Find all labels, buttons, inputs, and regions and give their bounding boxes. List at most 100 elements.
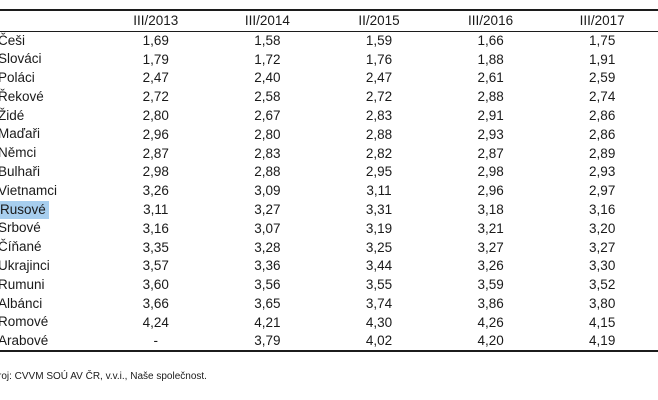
row-label-text: Albánci <box>0 295 43 311</box>
cell-value: 4,30 <box>365 314 393 330</box>
table-row: Vietnamci 3,26 3,09 3,11 2,96 2,97 <box>0 181 658 200</box>
cell-value: 2,98 <box>142 164 169 180</box>
row-label-text-highlighted: Rusové <box>0 200 49 219</box>
cell-value: 3,28 <box>254 239 281 255</box>
cell-value: 3,18 <box>477 202 504 218</box>
table-row: Ukrajinci 3,57 3,36 3,44 3,26 3,30 <box>0 257 658 276</box>
cell-value: 1,59 <box>365 33 393 49</box>
row-label-text: Vietnamci <box>0 182 58 198</box>
cell-value: 3,66 <box>142 296 169 312</box>
cell-value: 2,80 <box>142 108 169 124</box>
cell-value: 3,56 <box>254 277 281 293</box>
cell-value: 2,97 <box>589 183 616 199</box>
row-label-text: Srbové <box>0 220 41 236</box>
cell-value: 2,40 <box>254 70 281 86</box>
row-label-text: Romové <box>0 314 49 330</box>
row-label: Romové <box>0 313 100 332</box>
row-label: Maďaři <box>0 125 100 144</box>
cell-value: 3,26 <box>142 183 169 199</box>
table-row: Němci 2,87 2,83 2,82 2,87 2,89 <box>0 144 658 163</box>
cell-value: 2,61 <box>477 70 504 86</box>
cell-value: 2,91 <box>477 108 504 124</box>
row-label-text: Arabové <box>0 332 49 348</box>
cell-value: 2,88 <box>477 89 504 105</box>
cell-value: 1,72 <box>254 51 281 67</box>
cell-value: 1,91 <box>589 51 616 67</box>
table-row: Rumuni 3,60 3,56 3,55 3,59 3,52 <box>0 275 658 294</box>
table-row: Bulhaři 2,98 2,88 2,95 2,98 2,93 <box>0 163 658 182</box>
row-label-text: Židé <box>0 107 25 123</box>
row-label-text: Ukrajinci <box>0 257 50 273</box>
cell-value: 1,66 <box>477 33 504 49</box>
cell-value: 1,88 <box>477 51 504 67</box>
cell-value: 3,27 <box>589 239 616 255</box>
cell-value: 4,21 <box>254 314 281 330</box>
cell-value: 3,27 <box>254 202 281 218</box>
row-label: Němci <box>0 144 100 163</box>
cell-value: 3,36 <box>254 258 281 274</box>
ethnic-groups-rating-table: III/2013 III/2014 II/2015 III/2016 III/2017 … <box>0 9 658 352</box>
cell-value: 2,47 <box>142 70 169 86</box>
cell-value: 3,55 <box>365 277 393 293</box>
cell-value: 3,11 <box>143 202 169 218</box>
row-label-text: Číňané <box>0 239 42 255</box>
cell-value: 3,11 <box>366 183 392 199</box>
row-label: Rusové <box>0 200 100 219</box>
row-label: Vietnamci <box>0 181 100 200</box>
column-header: III/2017 <box>579 13 625 29</box>
cell-value: 3,65 <box>254 296 281 312</box>
cell-value: 3,52 <box>589 277 616 293</box>
row-label: Číňané <box>0 238 100 257</box>
cell-value: 2,96 <box>477 183 504 199</box>
row-label-text: Řekové <box>0 88 44 104</box>
cell-value: 2,47 <box>365 70 393 86</box>
cell-value: 1,76 <box>365 51 393 67</box>
cell-value: 3,57 <box>142 258 169 274</box>
row-label: Srbové <box>0 219 100 238</box>
row-label-text: Bulhaři <box>0 163 41 179</box>
cell-value: 3,20 <box>589 220 616 236</box>
table-row: Romové 4,24 4,21 4,30 4,26 4,15 <box>0 313 658 332</box>
row-label: Židé <box>0 106 100 125</box>
header-row-label-cell <box>0 10 100 31</box>
cell-value: 1,58 <box>254 33 281 49</box>
cell-value: 2,96 <box>142 126 169 142</box>
row-label: Slováci <box>0 50 100 69</box>
cell-value: 3,80 <box>589 296 616 312</box>
table-row: Albánci 3,66 3,65 3,74 3,86 3,80 <box>0 294 658 313</box>
row-label: Albánci <box>0 294 100 313</box>
cell-value: 2,80 <box>254 126 281 142</box>
cell-value: 3,44 <box>365 258 393 274</box>
cell-value: - <box>153 333 159 349</box>
cell-value: 3,30 <box>589 258 616 274</box>
cell-value: 3,79 <box>254 333 281 349</box>
cell-value: 2,83 <box>254 145 281 161</box>
cell-value: 2,59 <box>589 70 616 86</box>
column-header: III/2014 <box>244 13 290 29</box>
cell-value: 3,59 <box>477 277 504 293</box>
row-label: Češi <box>0 31 100 50</box>
cell-value: 3,09 <box>254 183 281 199</box>
cell-value: 2,74 <box>589 89 616 105</box>
cell-value: 3,35 <box>142 239 169 255</box>
table-row: Arabové - 3,79 4,02 4,20 4,19 <box>0 332 658 351</box>
cell-value: 1,75 <box>589 33 616 49</box>
row-label: Rumuni <box>0 275 100 294</box>
cell-value: 1,69 <box>142 33 169 49</box>
column-header: II/2015 <box>358 13 400 29</box>
row-label: Ukrajinci <box>0 257 100 276</box>
cell-value: 3,27 <box>477 239 504 255</box>
table-row: Slováci 1,79 1,72 1,76 1,88 1,91 <box>0 50 658 69</box>
row-label: Řekové <box>0 87 100 106</box>
cell-value: 3,74 <box>365 296 393 312</box>
cell-value: 3,19 <box>365 220 393 236</box>
table-row: Maďaři 2,96 2,80 2,88 2,93 2,86 <box>0 125 658 144</box>
cell-value: 2,88 <box>254 164 281 180</box>
cell-value: 4,20 <box>477 333 504 349</box>
row-label-text: Rumuni <box>0 276 45 292</box>
cell-value: 3,21 <box>477 220 504 236</box>
cell-value: 3,60 <box>142 277 169 293</box>
cell-value: 4,26 <box>477 314 504 330</box>
cell-value: 1,79 <box>142 51 169 67</box>
